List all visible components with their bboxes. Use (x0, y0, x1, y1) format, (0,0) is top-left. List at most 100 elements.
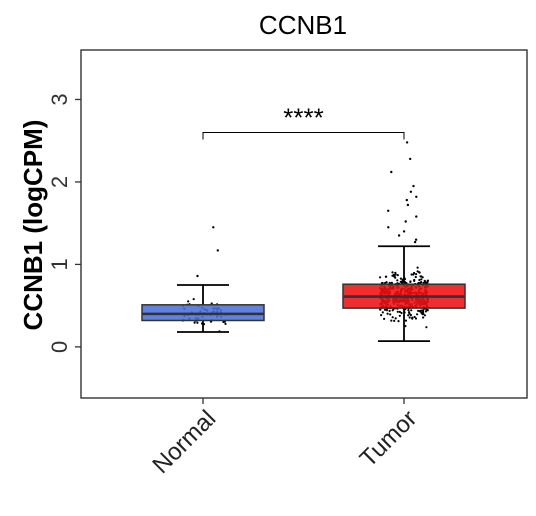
data-point (416, 266, 419, 269)
data-point (390, 319, 393, 322)
data-point (383, 317, 386, 320)
outlier-point (405, 141, 409, 144)
y-tick-label: 3 (47, 93, 72, 105)
data-point (380, 314, 383, 317)
data-point (389, 313, 392, 316)
data-point (393, 319, 396, 322)
y-axis-label: CCNB1 (logCPM) (18, 120, 48, 331)
data-point (412, 273, 415, 276)
outlier-point (415, 195, 418, 198)
data-point (410, 273, 413, 276)
data-point (400, 311, 403, 315)
data-point (399, 277, 402, 280)
data-point (420, 278, 423, 281)
data-point (414, 317, 418, 320)
boxes (141, 245, 466, 342)
data-point (407, 314, 410, 317)
data-point (383, 308, 387, 311)
outlier-point (212, 226, 215, 229)
outlier-point (413, 240, 417, 244)
x-axis: Normal Tumor (147, 398, 422, 479)
data-point (393, 274, 396, 277)
data-point (193, 321, 196, 324)
outlier-point (404, 220, 407, 223)
outlier-point (406, 203, 410, 207)
data-point (416, 313, 419, 316)
data-point (426, 281, 429, 284)
y-tick-label: 0 (47, 341, 72, 353)
data-point (391, 271, 394, 274)
outlier-point (402, 230, 406, 233)
outlier-point (409, 157, 412, 161)
data-point (421, 313, 424, 316)
data-point (424, 310, 427, 313)
bracket-line (202, 131, 405, 140)
data-point (396, 310, 399, 313)
data-point (386, 312, 389, 315)
significance-bracket: **** (202, 102, 405, 140)
data-point (398, 314, 401, 317)
data-point (426, 280, 429, 283)
outlier-point (412, 184, 415, 188)
data-point (425, 326, 428, 329)
data-point (421, 309, 424, 312)
outlier-point (409, 190, 413, 193)
data-point (418, 278, 421, 282)
data-point (423, 279, 426, 282)
data-point (426, 309, 429, 312)
y-axis: 0 1 2 3 (47, 93, 81, 353)
data-point (414, 275, 417, 279)
outlier-point (415, 215, 418, 218)
data-point (396, 274, 399, 277)
data-point (192, 298, 195, 301)
data-point (391, 309, 394, 312)
data-point (409, 313, 412, 317)
data-point (420, 281, 423, 284)
data-point (407, 309, 410, 312)
data-point (391, 316, 394, 319)
significance-label: **** (283, 102, 323, 132)
data-point (423, 314, 426, 317)
data-point (417, 309, 420, 312)
data-point (391, 274, 394, 277)
data-point (394, 317, 397, 320)
data-point (413, 279, 416, 282)
y-tick-label: 1 (47, 258, 72, 270)
x-tick-label: Tumor (355, 405, 422, 472)
data-point (224, 322, 227, 325)
outlier-point (390, 170, 393, 174)
outlier-point (387, 209, 390, 212)
data-point (398, 310, 401, 313)
outlier-point (414, 238, 418, 241)
data-point (413, 315, 416, 319)
outlier-point (387, 226, 390, 229)
data-point (410, 309, 413, 312)
data-point (418, 271, 421, 274)
plot-panel (80, 49, 528, 399)
outlier-point (405, 198, 408, 202)
outlier-point (196, 274, 199, 278)
data-point (409, 280, 412, 283)
outlier-point (397, 234, 401, 237)
data-point (415, 273, 418, 276)
data-point (422, 316, 425, 319)
data-point (400, 281, 403, 284)
data-point (397, 320, 400, 323)
data-point (408, 312, 411, 315)
data-point (379, 276, 382, 279)
data-point (411, 317, 414, 320)
data-point (394, 271, 397, 274)
data-point (404, 319, 407, 322)
data-point (187, 300, 190, 303)
outlier-point (216, 249, 219, 252)
data-point (408, 316, 411, 319)
data-point (381, 311, 384, 314)
chart-title: CCNB1 (259, 10, 347, 40)
data-point (210, 302, 213, 305)
x-tick-label: Normal (147, 405, 221, 479)
y-tick-label: 2 (47, 176, 72, 188)
data-point (385, 275, 388, 278)
data-point (196, 321, 199, 324)
data-point (419, 275, 422, 278)
